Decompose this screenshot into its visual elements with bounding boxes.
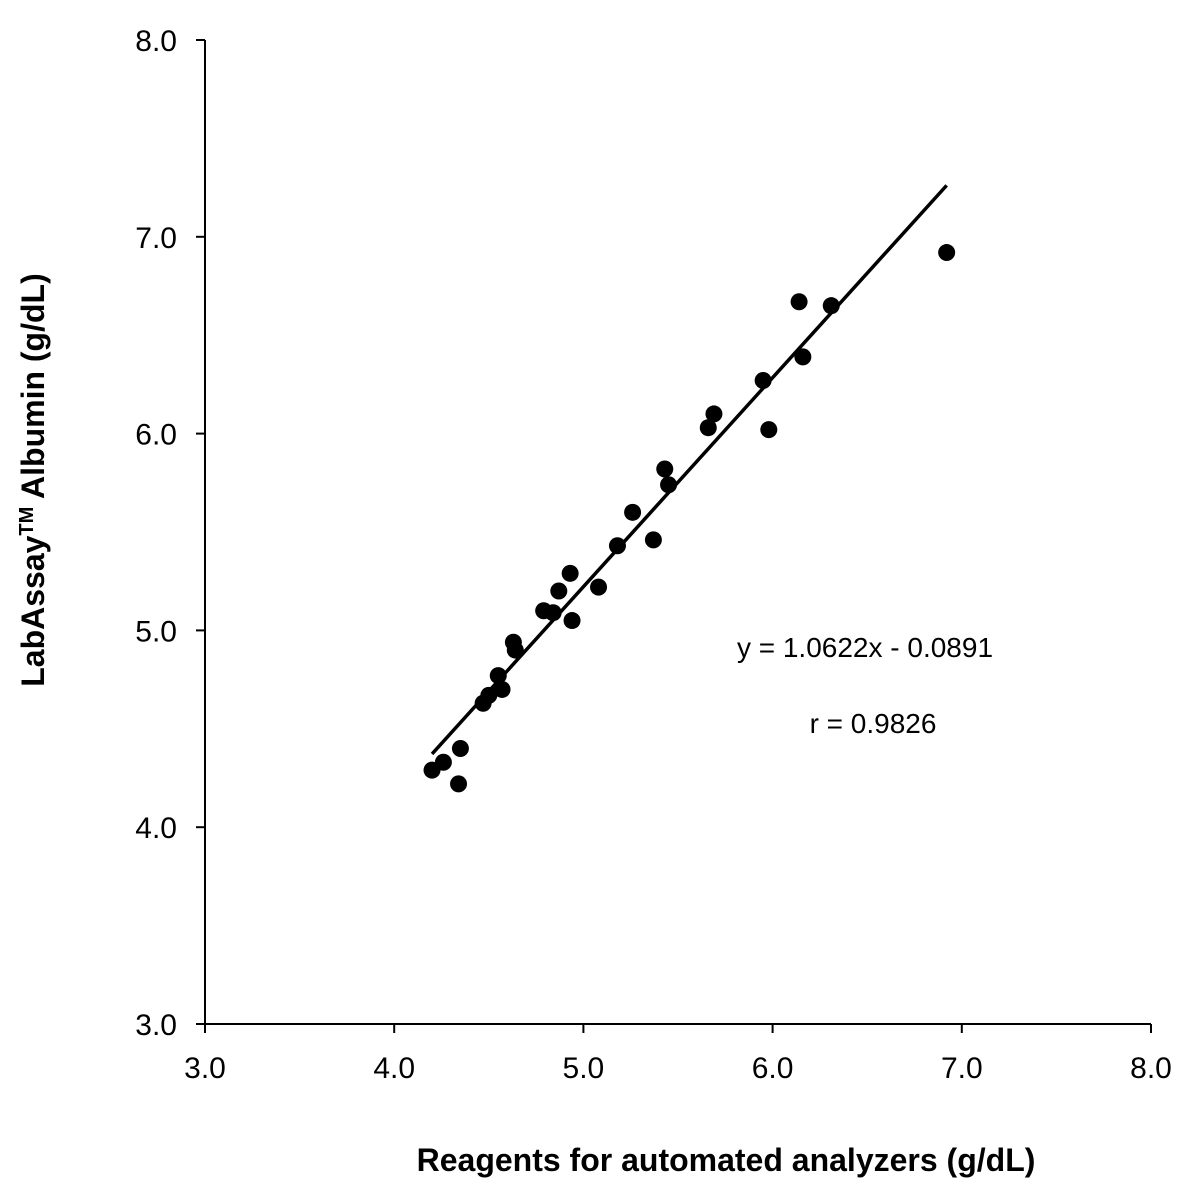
x-tick-label: 7.0 — [941, 1052, 983, 1085]
y-axis-title: LabAssayTM Albumin (g/dL) — [15, 273, 51, 687]
data-point — [563, 612, 581, 630]
y-tick-label: 5.0 — [135, 615, 177, 648]
data-point — [794, 348, 812, 366]
equation-annotation: y = 1.0622x - 0.0891 — [737, 632, 993, 663]
x-tick-label: 8.0 — [1130, 1052, 1172, 1085]
axes: 3.0 4.0 5.0 6.0 7.0 8.0 3.0 4.0 5.0 6.0 7.0 8.0 — [135, 25, 1172, 1085]
data-point — [760, 421, 778, 439]
data-point — [608, 537, 626, 555]
x-tick-label: 3.0 — [184, 1052, 226, 1085]
data-point — [493, 680, 511, 698]
data-point — [561, 564, 579, 582]
trendline — [430, 184, 948, 756]
data-point — [451, 739, 469, 757]
x-tick-label: 6.0 — [752, 1052, 794, 1085]
data-point — [822, 297, 840, 315]
y-tick-label: 6.0 — [135, 419, 177, 452]
data-point — [656, 460, 674, 478]
x-axis-title: Reagents for automated analyzers (g/dL) — [417, 1142, 1036, 1178]
data-point — [434, 753, 452, 771]
trendline-group — [430, 184, 948, 756]
x-tick-label: 4.0 — [373, 1052, 415, 1085]
data-point — [705, 405, 723, 423]
data-point — [754, 371, 772, 389]
r-annotation: r = 0.9826 — [810, 708, 937, 739]
data-point — [450, 775, 468, 793]
data-point — [938, 244, 956, 262]
data-point — [644, 531, 662, 549]
data-point — [480, 686, 498, 704]
y-tick-label: 7.0 — [135, 222, 177, 255]
data-point — [506, 641, 524, 659]
data-point — [489, 667, 507, 685]
data-point — [699, 419, 717, 437]
x-tick-label: 5.0 — [563, 1052, 605, 1085]
y-tick-label: 8.0 — [135, 25, 177, 58]
data-point — [624, 503, 642, 521]
data-point — [790, 293, 808, 311]
data-point — [660, 476, 678, 494]
data-point — [544, 604, 562, 622]
data-point — [590, 578, 608, 596]
y-axis-title-rest: Albumin (g/dL) — [15, 273, 51, 506]
y-axis-title-superscript: TM — [16, 507, 38, 536]
y-tick-label: 4.0 — [135, 812, 177, 845]
data-point — [550, 582, 568, 600]
data-points — [423, 244, 956, 793]
y-axis-title-main: LabAssay — [15, 535, 51, 686]
y-tick-label: 3.0 — [135, 1009, 177, 1042]
